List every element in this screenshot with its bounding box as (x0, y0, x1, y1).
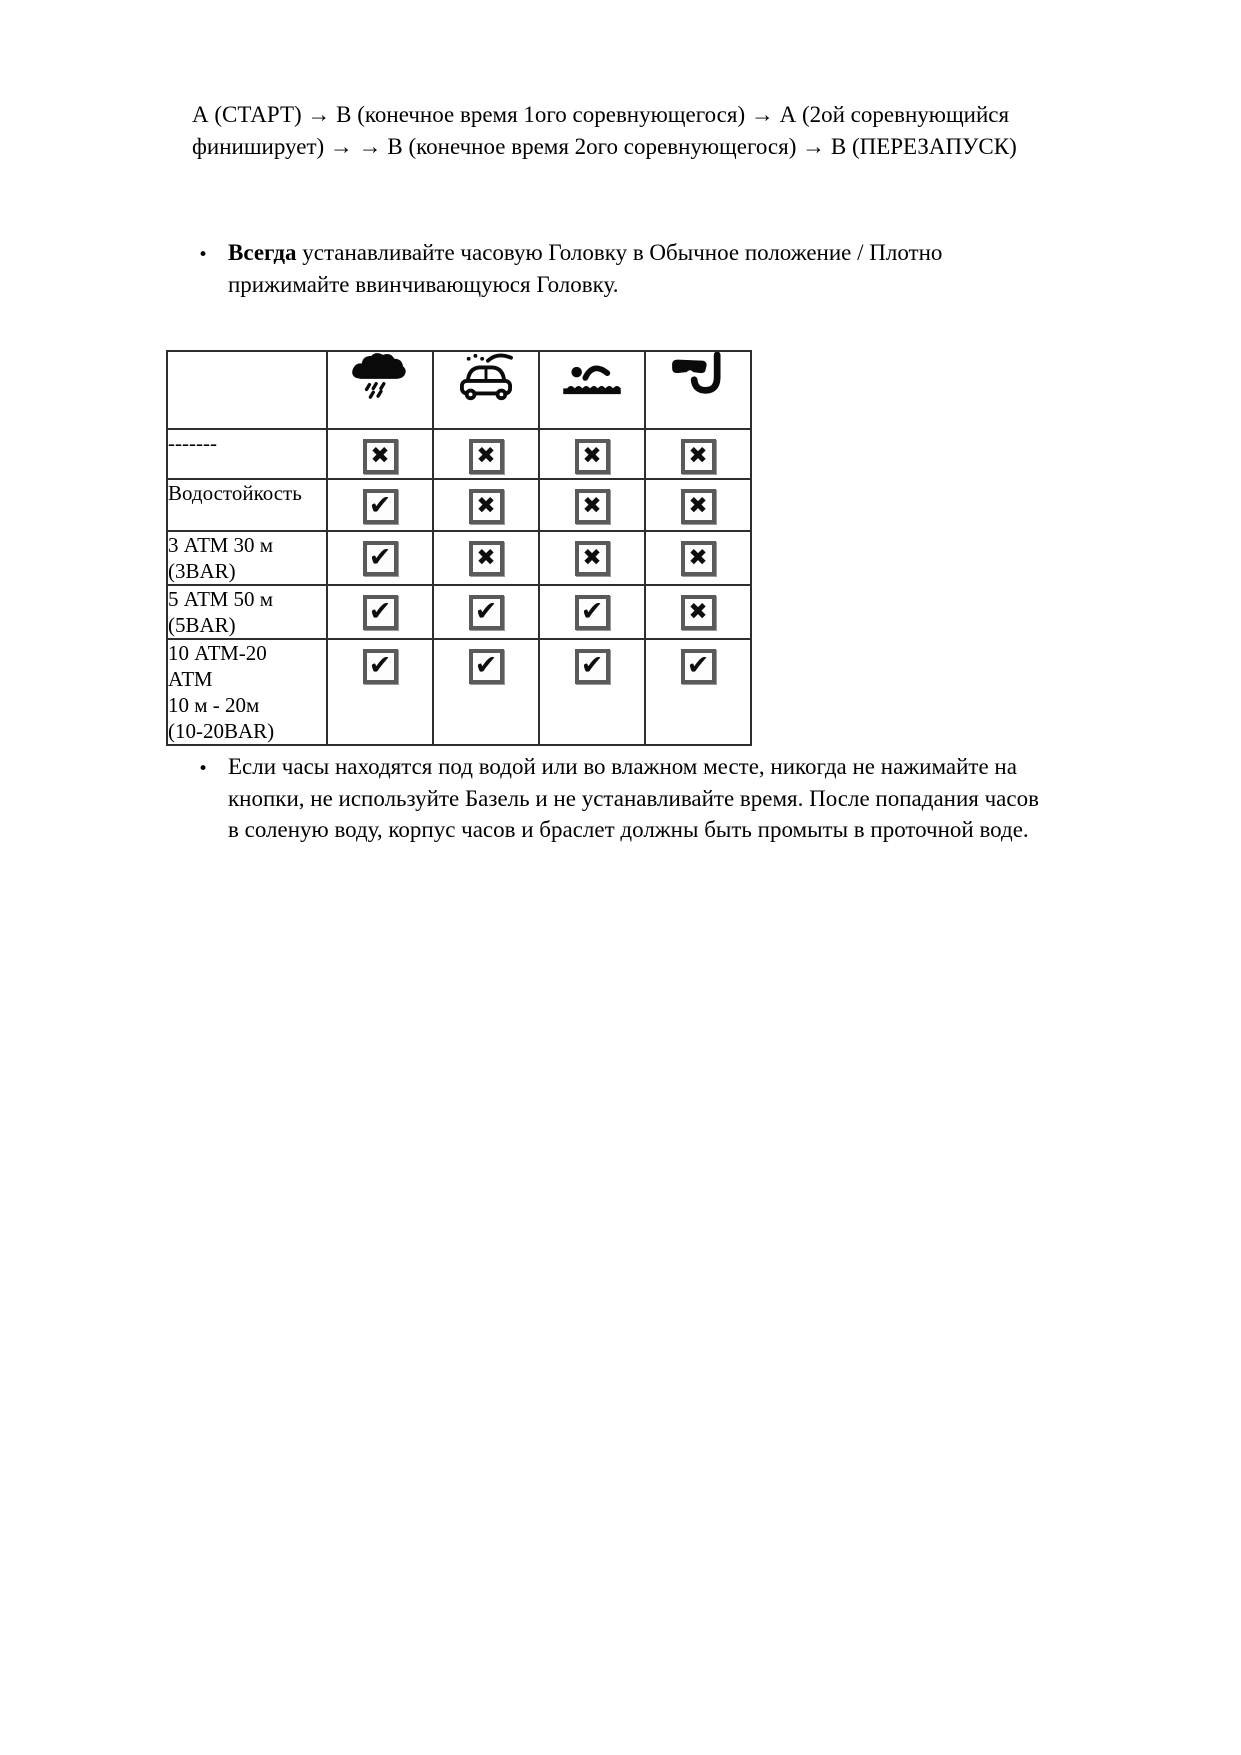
cross-checkbox-icon: ✖ (680, 439, 716, 474)
table-header-row (166, 350, 752, 430)
rain-icon (352, 353, 406, 399)
cell-checkbox: ✖ (538, 530, 646, 586)
row-label: 3 АТМ 30 м (3BAR) (166, 530, 328, 586)
check-checkbox-icon: ✔ (362, 595, 398, 630)
header-empty-cell (166, 350, 328, 430)
cell-checkbox: ✖ (644, 478, 752, 532)
bullet-crown-warning: • Всегда устанавливайте часовую Головку … (198, 237, 1038, 300)
bullet-crown-warning-text: Всегда устанавливайте часовую Головку в … (228, 237, 942, 300)
cell-checkbox: ✖ (326, 428, 434, 480)
cross-checkbox-icon: ✖ (680, 595, 716, 630)
table-row: 10 АТМ-20 АТМ 10 м - 20м (10-20BAR) ✔ ✔ … (166, 638, 752, 746)
check-checkbox-icon: ✔ (574, 595, 610, 630)
table-row: 5 АТМ 50 м (5BAR) ✔ ✔ ✔ ✖ (166, 584, 752, 640)
stopwatch-sequence-paragraph: А (СТАРТ) → В (конечное время 1ого сорев… (192, 102, 1017, 159)
bullet-rest-text: устанавливайте часовую Головку в Обычное… (228, 240, 943, 297)
bullet-bold-word: Всегда (228, 240, 297, 265)
check-checkbox-icon: ✔ (468, 595, 504, 630)
check-checkbox-icon: ✔ (574, 649, 610, 684)
bullet-marker: • (198, 759, 209, 779)
car-wash-icon (460, 353, 513, 401)
cell-checkbox: ✖ (644, 428, 752, 480)
bullet-underwater-warning: • Если часы находятся под водой или во в… (198, 751, 1068, 846)
cross-checkbox-icon: ✖ (574, 541, 610, 576)
header-swimming-cell (538, 350, 646, 430)
cross-checkbox-icon: ✖ (574, 489, 610, 524)
table-row: 3 АТМ 30 м (3BAR) ✔ ✖ ✖ ✖ (166, 530, 752, 586)
cell-checkbox: ✔ (326, 584, 434, 640)
cell-checkbox: ✖ (432, 530, 540, 586)
row-label: 10 АТМ-20 АТМ 10 м - 20м (10-20BAR) (166, 638, 328, 746)
cell-checkbox: ✔ (644, 638, 752, 746)
cell-checkbox: ✖ (432, 428, 540, 480)
cross-checkbox-icon: ✖ (680, 541, 716, 576)
header-car-wash-cell (432, 350, 540, 430)
cross-checkbox-icon: ✖ (468, 439, 504, 474)
header-snorkeling-cell (644, 350, 752, 430)
cell-checkbox: ✔ (326, 638, 434, 746)
cell-checkbox: ✖ (538, 428, 646, 480)
cell-checkbox: ✔ (326, 530, 434, 586)
check-checkbox-icon: ✔ (362, 649, 398, 684)
cell-checkbox: ✖ (432, 478, 540, 532)
header-rain-cell (326, 350, 434, 430)
check-checkbox-icon: ✔ (468, 649, 504, 684)
row-label: 5 АТМ 50 м (5BAR) (166, 584, 328, 640)
bullet-marker: • (198, 245, 209, 265)
cell-checkbox: ✔ (538, 638, 646, 746)
water-resistance-table: ------- ✖ ✖ ✖ ✖ Водостойкость ✔ ✖ ✖ ✖ 3 … (166, 350, 752, 746)
cell-checkbox: ✔ (432, 638, 540, 746)
row-label: Водостойкость (166, 478, 328, 532)
cross-checkbox-icon: ✖ (468, 489, 504, 524)
table-row: ------- ✖ ✖ ✖ ✖ (166, 428, 752, 480)
swimming-icon (563, 365, 621, 395)
cell-checkbox: ✖ (644, 584, 752, 640)
check-checkbox-icon: ✔ (680, 649, 716, 684)
bullet-underwater-warning-text: Если часы находятся под водой или во вла… (228, 754, 1039, 842)
cell-checkbox: ✔ (538, 584, 646, 640)
snorkeling-icon (672, 352, 721, 394)
table-row: Водостойкость ✔ ✖ ✖ ✖ (166, 478, 752, 532)
cell-checkbox: ✔ (326, 478, 434, 532)
cell-checkbox: ✖ (538, 478, 646, 532)
cell-checkbox: ✔ (432, 584, 540, 640)
check-checkbox-icon: ✔ (362, 541, 398, 576)
check-checkbox-icon: ✔ (362, 489, 398, 524)
cross-checkbox-icon: ✖ (680, 489, 716, 524)
row-label: ------- (166, 428, 328, 480)
cross-checkbox-icon: ✖ (574, 439, 610, 474)
cross-checkbox-icon: ✖ (468, 541, 504, 576)
cell-checkbox: ✖ (644, 530, 752, 586)
cross-checkbox-icon: ✖ (362, 439, 398, 474)
